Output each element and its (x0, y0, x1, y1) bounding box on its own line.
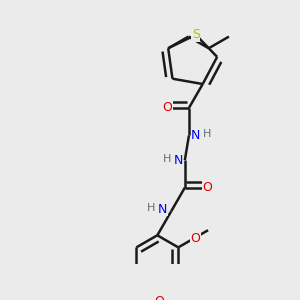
Text: N: N (173, 154, 183, 166)
Text: H: H (203, 129, 211, 139)
Text: N: N (158, 203, 167, 216)
Text: O: O (190, 232, 200, 245)
Text: O: O (162, 101, 172, 114)
Text: N: N (191, 129, 200, 142)
Text: O: O (154, 295, 164, 300)
Text: O: O (203, 181, 213, 194)
Text: H: H (163, 154, 171, 164)
Text: H: H (147, 203, 155, 213)
Text: S: S (192, 28, 200, 41)
